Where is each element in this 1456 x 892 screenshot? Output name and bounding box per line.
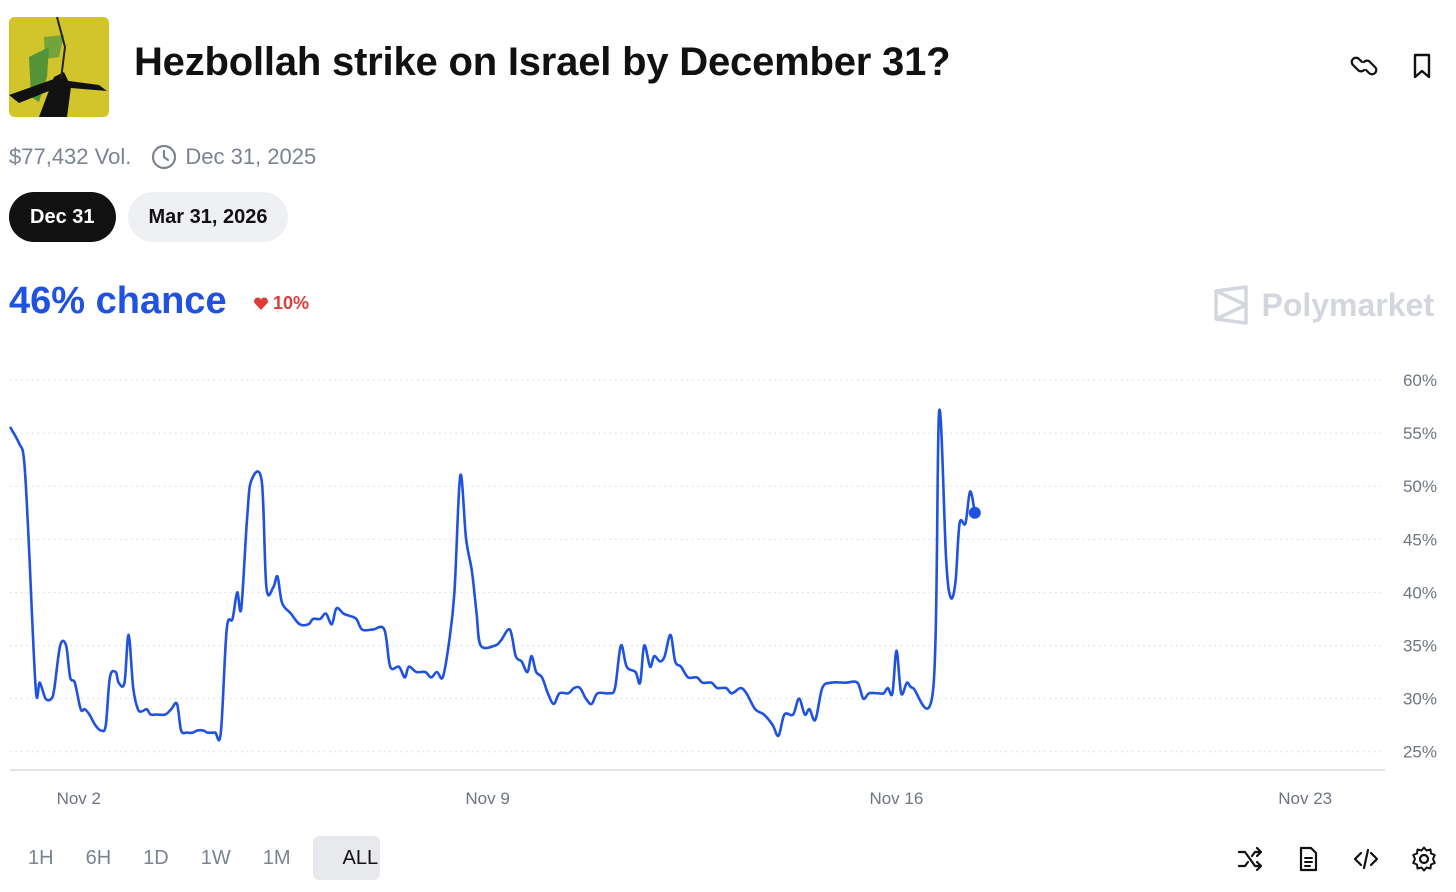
range-1w[interactable]: 1W	[200, 846, 231, 869]
y-tick-label: 45%	[1403, 530, 1437, 549]
price-history-chart: 60% 55% 50% 45% 40% 35% 30% 25% Nov 2 Nov 9 Nov 1…	[9, 371, 1437, 808]
outcome-tab-dec-31[interactable]: Dec 31	[9, 192, 116, 242]
market-title: Hezbollah strike on Israel by December 3…	[134, 40, 951, 84]
range-6h[interactable]: 6H	[85, 846, 112, 869]
x-tick-label: Nov 16	[869, 789, 923, 808]
range-1d[interactable]: 1D	[143, 846, 169, 869]
embed-code-icon[interactable]	[1352, 845, 1380, 873]
bookmark-icon[interactable]	[1408, 52, 1436, 80]
polymarket-brand: Polymarket	[1213, 285, 1434, 325]
y-tick-label: 25%	[1403, 743, 1437, 762]
outcome-tab-mar-31-2026[interactable]: Mar 31, 2026	[127, 192, 289, 242]
current-value-point	[968, 506, 981, 519]
y-tick-label: 50%	[1403, 477, 1437, 496]
x-tick-label: Nov 2	[57, 789, 101, 808]
settings-gear-icon[interactable]	[1410, 845, 1438, 873]
chart-tools	[1236, 845, 1438, 873]
x-tick-label: Nov 23	[1278, 789, 1332, 808]
shuffle-icon[interactable]	[1236, 845, 1264, 873]
y-tick-label: 40%	[1403, 583, 1437, 602]
y-tick-label: 55%	[1403, 424, 1437, 443]
clock-icon	[152, 144, 177, 170]
volume: $77,432 Vol.	[9, 144, 132, 169]
chance-value: 46% chance	[9, 280, 227, 322]
x-tick-label: Nov 9	[465, 789, 509, 808]
end-date: Dec 31, 2025	[185, 144, 317, 169]
series-line	[9, 408, 977, 742]
outcome-tabs: Dec 31 Mar 31, 2026	[9, 192, 289, 242]
range-1m[interactable]: 1M	[262, 846, 291, 869]
link-icon[interactable]	[1350, 52, 1378, 80]
market-thumbnail	[9, 17, 109, 117]
price-change-value: 10%	[273, 293, 310, 313]
chart-grid	[10, 379, 1385, 753]
document-icon[interactable]	[1294, 845, 1322, 873]
y-axis-labels: 60% 55% 50% 45% 40% 35% 30% 25%	[1403, 371, 1437, 762]
market-meta: $77,432 Vol. Dec 31, 2025	[9, 144, 316, 170]
y-tick-label: 60%	[1403, 371, 1437, 390]
x-axis-labels: Nov 2 Nov 9 Nov 16 Nov 23	[57, 789, 1333, 808]
brand-name: Polymarket	[1261, 286, 1434, 323]
range-1h[interactable]: 1H	[28, 846, 54, 869]
price-change: 10%	[253, 293, 309, 314]
y-tick-label: 35%	[1403, 637, 1437, 656]
down-heart-icon	[254, 297, 268, 310]
time-range-selector: 1H 6H 1D 1W 1M ALL	[18, 836, 392, 880]
y-tick-label: 30%	[1403, 690, 1437, 709]
range-all[interactable]: ALL	[312, 836, 381, 880]
hezbollah-flag-thumbnail	[9, 17, 109, 117]
polymarket-logo-icon	[1214, 285, 1249, 325]
